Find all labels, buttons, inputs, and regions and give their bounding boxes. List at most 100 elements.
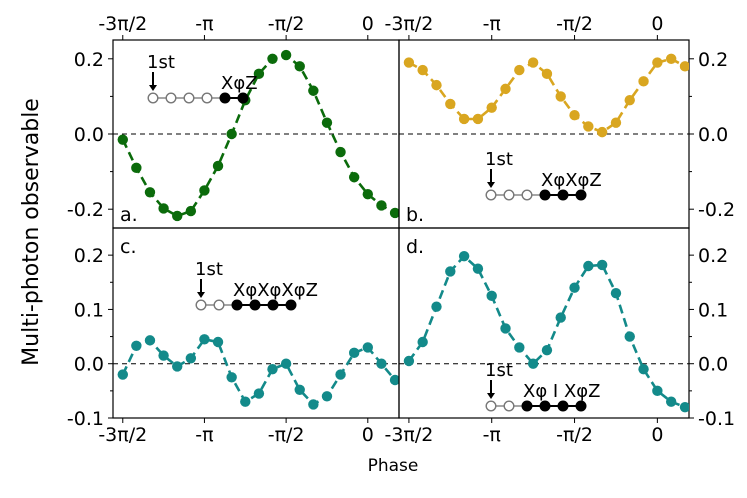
data-point <box>679 61 689 72</box>
y-tick-label: 0.0 <box>698 124 728 146</box>
series <box>117 334 399 410</box>
series <box>117 49 399 222</box>
series <box>403 251 689 413</box>
inset-label: XφXφXφZ <box>233 280 318 301</box>
inset-node-open <box>147 92 159 104</box>
data-point <box>527 358 539 369</box>
data-point <box>569 282 580 293</box>
data-point <box>117 369 128 380</box>
x-tick-label: -3π/2 <box>98 424 147 446</box>
data-point <box>431 79 442 91</box>
data-point <box>308 399 319 410</box>
panel-label: d. <box>406 236 424 258</box>
inset-node-open <box>213 299 225 311</box>
data-point <box>308 85 319 96</box>
data-point <box>596 126 608 138</box>
data-point <box>555 91 566 102</box>
panel-frame <box>398 227 690 419</box>
y-tick-label: 0.0 <box>698 354 728 376</box>
x-tick-label: -π/2 <box>556 424 593 446</box>
inset-node-filled <box>557 189 569 201</box>
y-tick-label: 0.0 <box>74 124 104 146</box>
inset-node-filled <box>539 189 551 201</box>
y-tick-label: -0.2 <box>698 199 735 221</box>
data-point <box>158 350 169 361</box>
y-axis-title: Multi-photon observable <box>19 98 44 366</box>
data-point <box>403 57 415 68</box>
data-point <box>527 57 539 68</box>
x-tick-label: -π/2 <box>268 13 305 35</box>
data-point <box>253 388 265 399</box>
inset-label: XφXφZ <box>541 170 602 191</box>
y-tick-label: -0.1 <box>698 408 735 430</box>
inset-node-open <box>485 400 497 412</box>
inset-node-filled <box>575 189 587 201</box>
x-tick-label: -3π/2 <box>384 424 433 446</box>
x-tick-label: -3π/2 <box>98 13 147 35</box>
panel-label: c. <box>120 236 137 258</box>
panel-label: a. <box>120 204 138 226</box>
data-point <box>458 251 470 262</box>
y-tick-label: 0.0 <box>74 354 104 376</box>
data-point <box>267 53 278 64</box>
x-tick-label: -π <box>195 424 213 446</box>
fit-line <box>121 53 396 218</box>
data-point <box>158 203 169 214</box>
data-point <box>583 121 594 132</box>
inset-node-filled <box>231 299 243 311</box>
data-point <box>172 210 183 222</box>
data-point <box>172 361 183 372</box>
series <box>403 53 689 138</box>
x-tick-label: -π/2 <box>268 424 305 446</box>
x-tick-label: 0 <box>651 13 663 35</box>
data-point <box>665 53 677 64</box>
data-point <box>514 342 525 353</box>
data-point <box>389 374 399 386</box>
data-point <box>652 385 663 397</box>
data-point <box>199 185 210 196</box>
data-point <box>212 160 224 172</box>
inset-label: Xφ I XφZ <box>523 381 601 402</box>
x-tick-label: 0 <box>362 13 374 35</box>
data-point <box>294 61 305 72</box>
panel-d: -3π/2 -π -π/2 0 0.2 0.1 0.0 -0.1 d. 1st Xφ I XφZ <box>384 227 735 446</box>
data-point <box>253 68 265 80</box>
x-tick-label: 0 <box>362 424 374 446</box>
data-point <box>362 342 373 353</box>
x-tick-label: -π/2 <box>556 13 593 35</box>
data-point <box>185 205 197 217</box>
data-point <box>226 128 237 140</box>
inset-diagram: 1st XφZ <box>147 52 258 104</box>
x-tick-label: 0 <box>651 424 663 446</box>
inset-diagram: 1st XφXφZ <box>485 149 602 201</box>
data-point <box>199 334 210 345</box>
y-tick-label: 0.2 <box>74 245 104 267</box>
data-point <box>541 68 553 80</box>
data-point <box>569 110 580 121</box>
data-point <box>486 102 497 113</box>
inset-node-filled <box>237 92 249 104</box>
data-point <box>417 64 428 76</box>
data-point <box>431 301 442 312</box>
data-point <box>362 188 373 200</box>
data-point <box>144 187 156 198</box>
data-point <box>117 134 128 145</box>
data-point <box>472 113 484 125</box>
inset-diagram: 1st XφXφXφZ <box>195 259 318 311</box>
data-point <box>555 312 566 323</box>
x-tick-label: -π <box>483 424 501 446</box>
y-tick-label: 0.2 <box>698 49 728 71</box>
data-point <box>445 266 456 277</box>
y-tick-label: -0.1 <box>67 408 104 430</box>
x-tick-label: -π <box>195 13 213 35</box>
data-point <box>665 396 677 407</box>
data-point <box>583 260 594 272</box>
inset-arrow-head <box>197 292 205 298</box>
data-point <box>403 355 415 367</box>
data-point <box>348 347 360 359</box>
x-tick-label: -π <box>483 13 501 35</box>
inset-label: XφZ <box>221 73 258 94</box>
inset-node-open <box>183 92 195 104</box>
panel-a: -3π/2 -π -π/2 0 0.2 0.0 -0.2 a. 1st XφZ <box>67 13 400 229</box>
